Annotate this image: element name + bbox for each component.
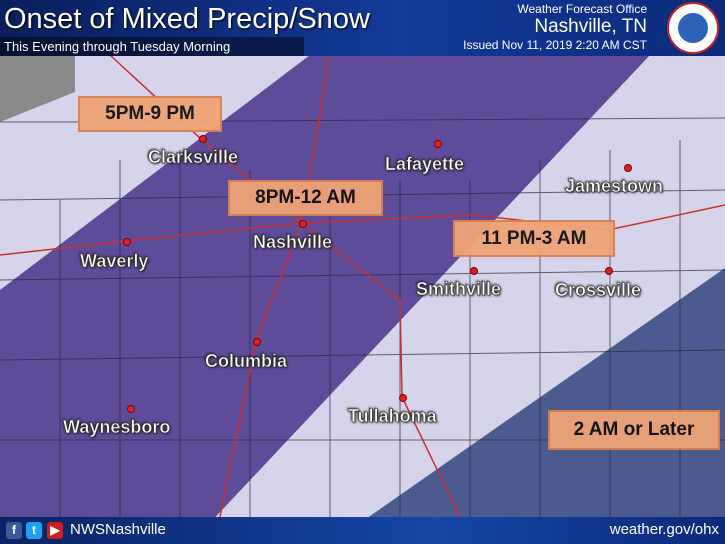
city-waynesboro: Waynesboro [63, 417, 171, 438]
city-marker [299, 220, 307, 228]
city-marker [199, 135, 207, 143]
city-marker [253, 338, 261, 346]
city-smithville: Smithville [416, 279, 502, 300]
nws-logo-icon [667, 2, 719, 54]
city-crossville: Crossville [555, 280, 642, 301]
city-clarksville: Clarksville [148, 147, 239, 168]
city-lafayette: Lafayette [385, 154, 465, 175]
city-marker [605, 267, 613, 275]
facebook-icon[interactable]: f [6, 522, 22, 539]
city-marker [624, 164, 632, 172]
zone-label-2am-later: 2 AM or Later [548, 410, 720, 450]
city-columbia: Columbia [205, 351, 288, 372]
footer-bar: f t ▶ NWSNashville weather.gov/ohx [0, 517, 725, 544]
youtube-icon[interactable]: ▶ [47, 522, 63, 539]
city-jamestown: Jamestown [565, 176, 664, 197]
issued-time: Issued Nov 11, 2019 2:20 AM CST [463, 38, 647, 52]
office-location: Nashville, TN [534, 16, 647, 37]
city-marker [434, 140, 442, 148]
office-label: Weather Forecast Office [517, 2, 647, 16]
twitter-icon[interactable]: t [26, 522, 42, 539]
city-nashville: Nashville [253, 232, 333, 253]
header-bar: Onset of Mixed Precip/Snow This Evening … [0, 0, 725, 56]
zone-purple-band [0, 55, 650, 544]
zone-dark-band [330, 268, 725, 544]
page-title: Onset of Mixed Precip/Snow [4, 3, 370, 35]
zone-label-5pm-9pm: 5PM-9 PM [78, 96, 222, 132]
social-handle[interactable]: NWSNashville [70, 521, 166, 538]
city-tullahoma: Tullahoma [348, 406, 437, 427]
page-subtitle: This Evening through Tuesday Morning [0, 37, 304, 56]
city-marker [399, 394, 407, 402]
city-marker [123, 238, 131, 246]
city-marker [127, 405, 135, 413]
website-link[interactable]: weather.gov/ohx [609, 521, 719, 538]
zone-label-8pm-12am: 8PM-12 AM [228, 180, 383, 216]
zone-gray-outside [0, 55, 75, 122]
zone-label-11pm-3am: 11 PM-3 AM [453, 220, 615, 257]
city-waverly: Waverly [80, 251, 149, 272]
city-marker [470, 267, 478, 275]
